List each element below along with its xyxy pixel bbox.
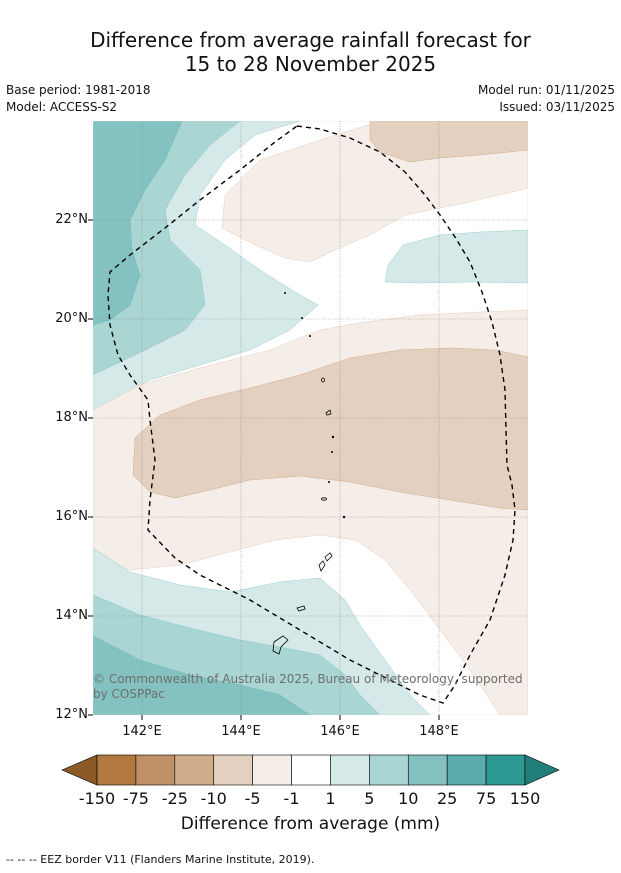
colorbar [61,754,560,786]
teal-region-north-3 [93,121,183,326]
colorbar-segment [252,754,292,786]
island-agrihan [321,377,325,383]
island-dot-3 [308,334,311,337]
island-guam [272,635,289,655]
teal-region-south-3 [93,635,311,715]
lon-label-142: 142°E [122,724,162,739]
lat-label-18: 18°N [55,410,88,425]
meta-left: Base period: 1981-2018 Model: ACCESS-S2 [6,82,151,116]
brown-region-north-dark [369,121,528,163]
colorbar-segment [174,754,215,786]
island-pagan [325,409,332,416]
lat-label-12: 12°N [55,707,88,722]
eez-border [107,125,516,704]
island-dot-6 [327,480,330,483]
tick-marks [88,219,440,720]
gridlines [93,121,528,715]
colorbar-segment [330,754,370,786]
colorbar-segment [135,754,176,786]
islands [272,291,346,655]
island-tinian [318,560,326,572]
colorbar-tick-label: -1 [283,789,300,808]
colorbar-segment [96,754,137,786]
lon-label-148: 148°E [419,724,459,739]
lat-label-22: 22°N [55,212,88,227]
island-dot-1 [283,291,286,294]
colorbar-tick-label: -5 [244,789,261,808]
colorbar-tick-label: -150 [78,789,116,808]
colorbar-tick-label: 25 [436,789,458,808]
brown-band-dark [132,347,528,511]
colorbar-extend-low [61,754,98,786]
title-line-2: 15 to 28 November 2025 [184,52,437,76]
colorbar-tick-label: 150 [509,789,541,808]
island-saipan [324,552,333,562]
colorbar-tick-label: 5 [364,789,375,808]
base-period: Base period: 1981-2018 [6,83,151,97]
island-dot-4 [331,435,335,439]
lon-label-144: 144°E [221,724,261,739]
title-line-1: Difference from average rainfall forecas… [90,28,531,52]
island-dot-7 [342,515,346,519]
colorbar-segment [485,754,526,786]
model-run: Model run: 01/11/2025 [477,83,615,97]
colorbar-segment [407,754,448,786]
colorbar-tick-label: -10 [200,789,227,808]
island-rota [296,605,306,612]
map-area [93,121,528,715]
island-dot-2 [300,316,303,319]
colorbar-extend-high [524,754,560,786]
eez-legend-footer: -- -- -- EEZ border V11 (Flanders Marine… [6,853,315,866]
island-dot-5 [330,450,333,453]
colorbar-tick-label: -25 [161,789,188,808]
colorbar-segment [291,754,331,786]
colorbar-tick-label: -75 [122,789,149,808]
colorbar-title: Difference from average (mm) [180,814,441,834]
lat-label-16: 16°N [55,509,88,524]
issued-date: Issued: 03/11/2025 [499,100,615,114]
colorbar-segment [369,754,409,786]
lat-label-20: 20°N [55,311,88,326]
teal-region-east [384,229,528,284]
lat-label-14: 14°N [55,608,88,623]
colorbar-tick-label: 10 [398,789,419,808]
colorbar-segment [446,754,487,786]
model-name: Model: ACCESS-S2 [6,100,118,114]
lon-label-146: 146°E [320,724,360,739]
meta-right: Model run: 01/11/2025 Issued: 03/11/2025 [478,82,615,116]
colorbar-tick-label: 75 [475,789,497,808]
copyright-notice: © Commonwealth of Australia 2025, Bureau… [93,672,523,701]
island-anatahan [321,497,327,501]
colorbar-tick-label: 1 [325,789,336,808]
colorbar-segment [213,754,253,786]
map-title: Difference from average rainfall forecas… [0,28,621,76]
